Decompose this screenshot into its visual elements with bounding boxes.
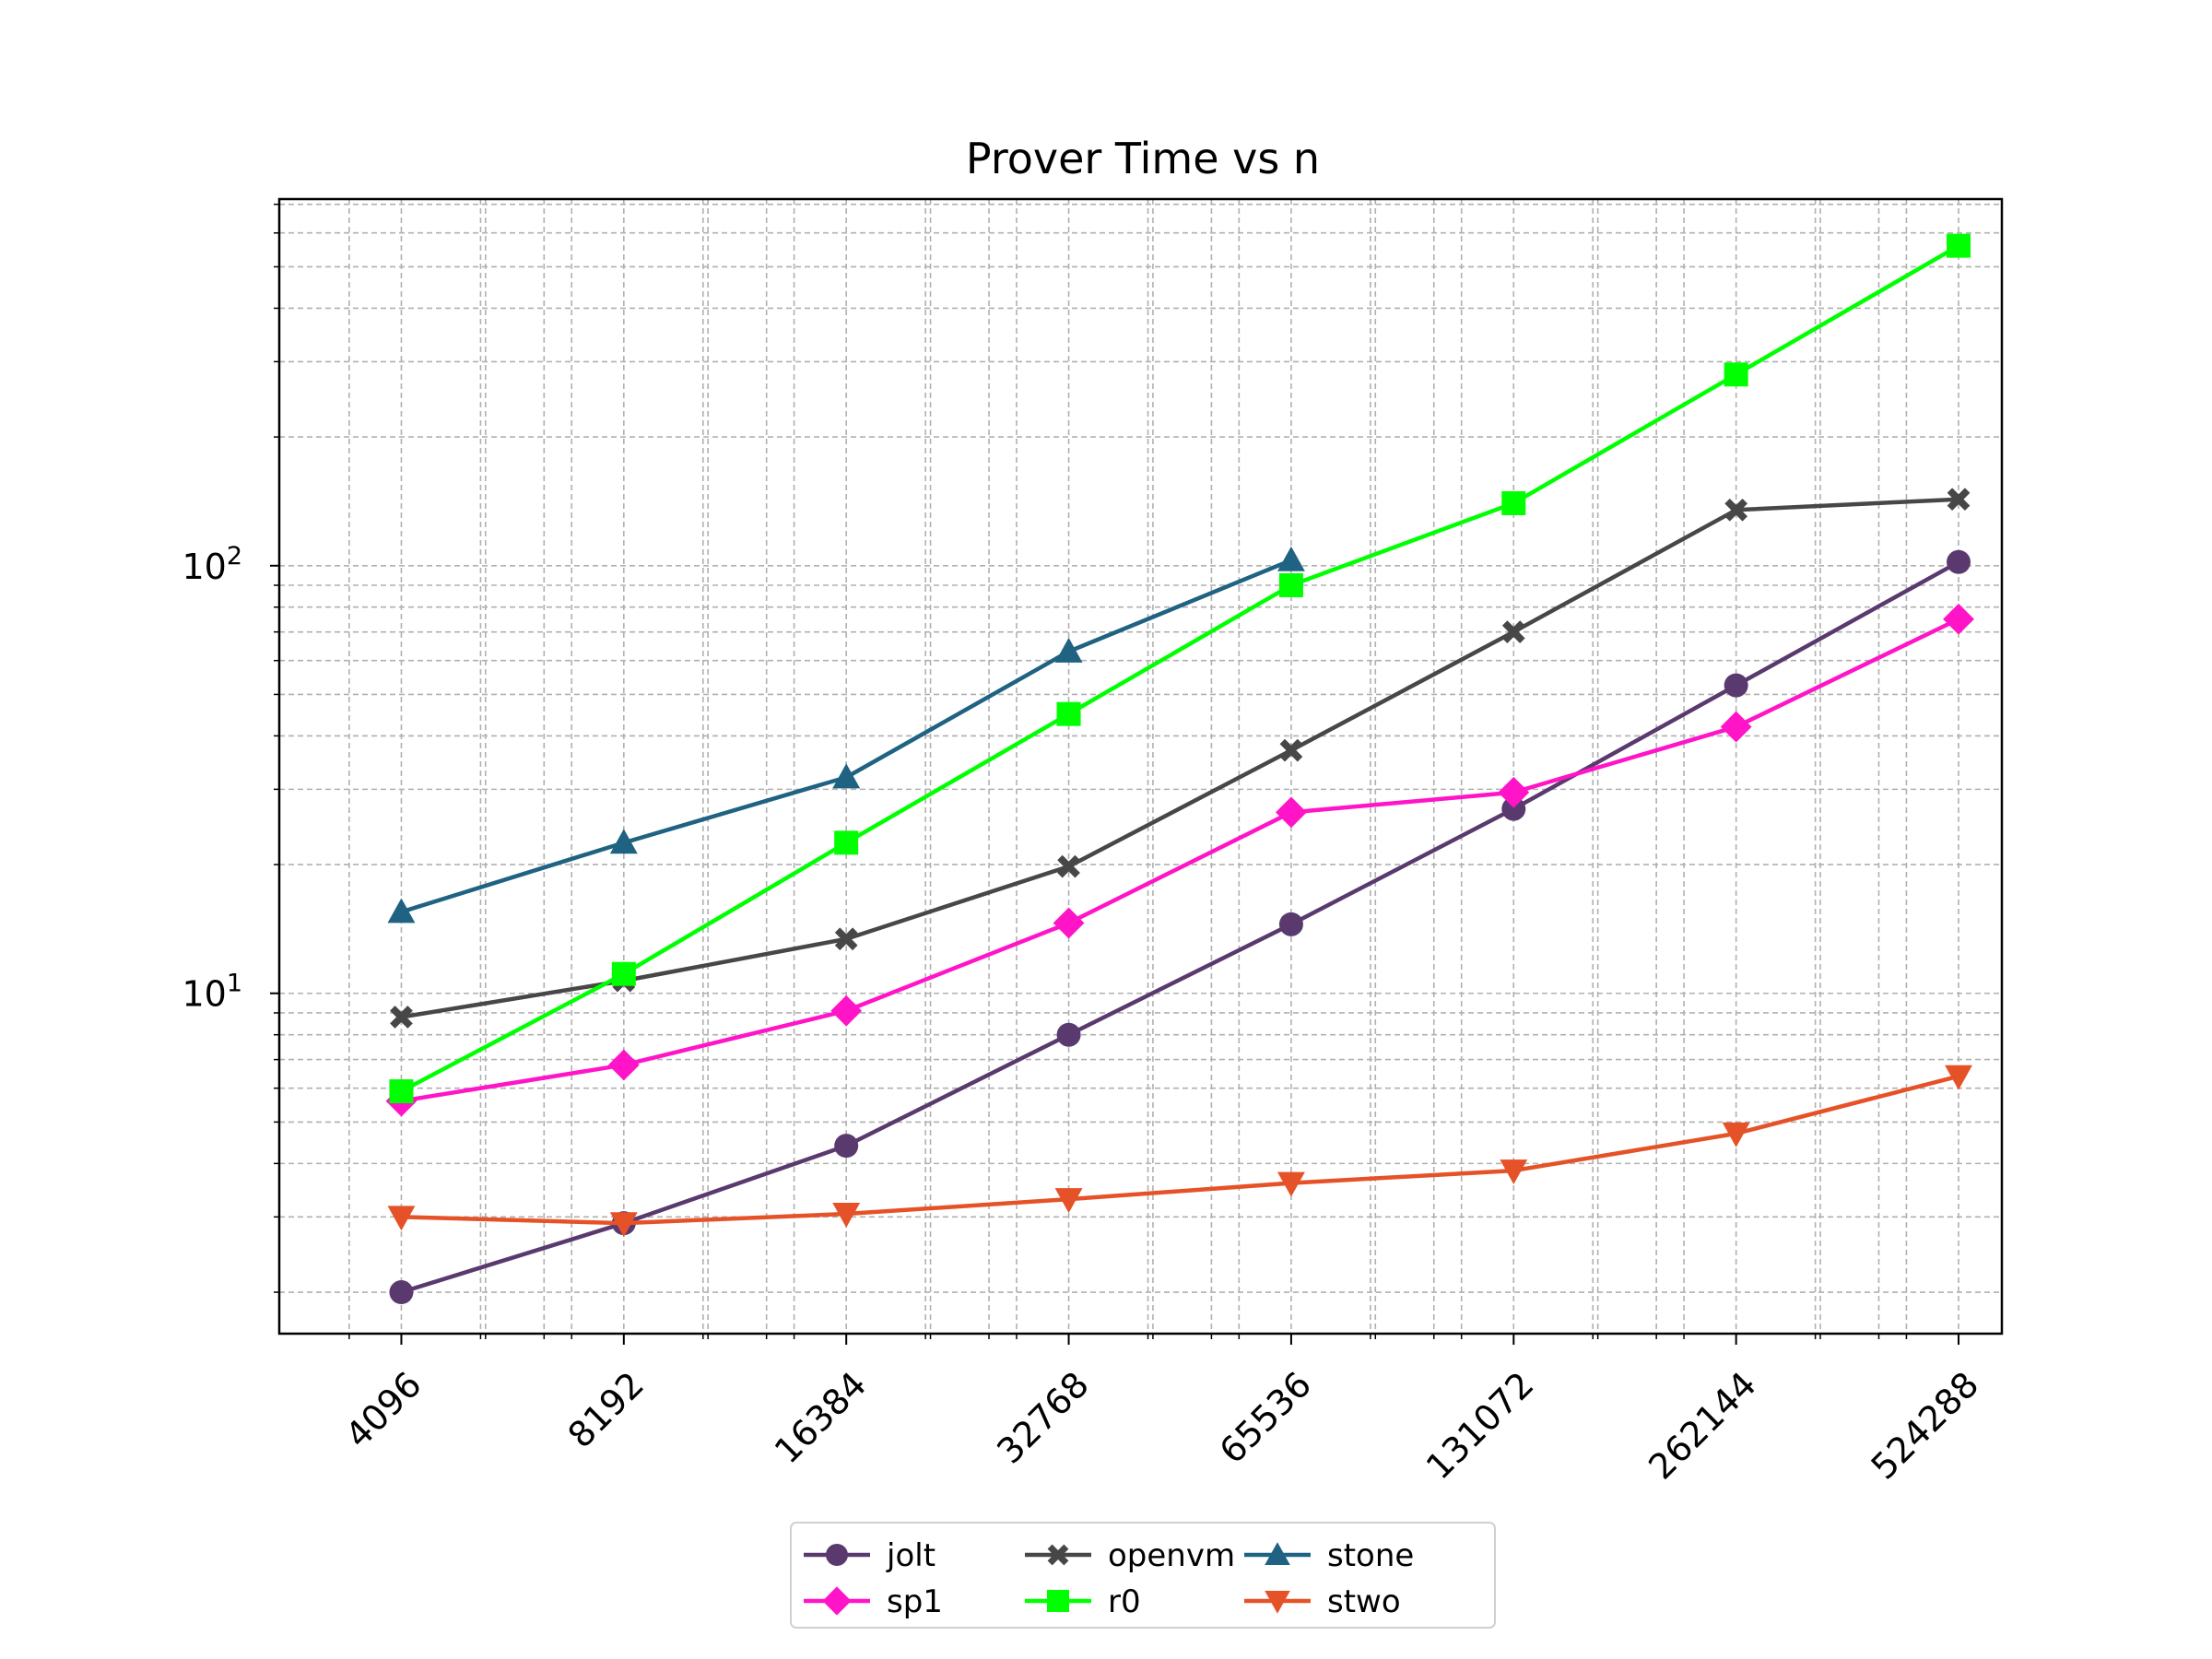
legend-item-r0: r0 <box>1025 1583 1141 1620</box>
legend-label: stone <box>1327 1537 1414 1574</box>
legend-marker <box>1047 1544 1069 1566</box>
data-point-stwo <box>387 1206 416 1231</box>
legend-marker <box>1265 1542 1290 1566</box>
data-point-r0 <box>1501 490 1526 515</box>
series-line-jolt <box>400 559 1960 1295</box>
data-point-openvm <box>1724 498 1748 522</box>
series-stone <box>387 546 1305 924</box>
data-point-stwo <box>1722 1122 1750 1147</box>
data-point-jolt <box>1724 673 1748 698</box>
data-point-stone <box>1054 637 1083 663</box>
legend-label: sp1 <box>887 1583 943 1620</box>
legend-label: stwo <box>1327 1583 1401 1620</box>
data-point-openvm <box>1057 854 1080 878</box>
legend-item-sp1: sp1 <box>804 1583 943 1620</box>
data-point-stone <box>1277 546 1305 571</box>
data-point-jolt <box>1501 796 1526 821</box>
data-point-stwo <box>1277 1171 1305 1197</box>
data-point-r0 <box>1056 701 1081 726</box>
data-point-sp1 <box>607 1049 640 1081</box>
data-point-jolt <box>1056 1022 1081 1047</box>
legend-marker <box>822 1586 852 1616</box>
data-point-stone <box>832 763 861 789</box>
y-tick-label: 102 <box>182 542 242 587</box>
legend-item-jolt: jolt <box>804 1537 935 1574</box>
series-jolt <box>389 549 1971 1305</box>
data-point-jolt <box>834 1134 859 1159</box>
data-point-r0 <box>389 1079 414 1104</box>
data-point-sp1 <box>1943 603 1974 635</box>
data-point-sp1 <box>1720 711 1752 743</box>
data-point-stwo <box>1054 1188 1083 1214</box>
data-point-stone <box>609 829 638 854</box>
data-point-jolt <box>389 1280 414 1305</box>
data-point-r0 <box>834 830 859 855</box>
legend-item-openvm: openvm <box>1025 1537 1235 1574</box>
legend-item-stone: stone <box>1244 1537 1414 1574</box>
data-point-r0 <box>611 961 636 986</box>
legend-marker <box>1265 1590 1290 1614</box>
data-point-sp1 <box>1276 796 1307 829</box>
data-point-r0 <box>1947 233 1971 258</box>
legend: jolt sp1 openvm r0 stone stwo <box>790 1522 1496 1629</box>
data-point-openvm <box>390 1006 413 1029</box>
data-point-sp1 <box>1053 907 1085 939</box>
legend-marker <box>826 1544 848 1566</box>
legend-label: openvm <box>1108 1537 1235 1574</box>
grid <box>270 199 2002 1345</box>
data-point-openvm <box>1947 488 1971 512</box>
series-line-stwo <box>401 1074 1959 1226</box>
legend-label: jolt <box>886 1537 935 1574</box>
series-line-r0 <box>400 243 1960 1094</box>
data-point-stwo <box>832 1203 861 1228</box>
series-r0 <box>389 233 1971 1104</box>
legend-marker <box>1047 1590 1069 1612</box>
legend-label: r0 <box>1108 1583 1141 1620</box>
data-point-r0 <box>1278 573 1303 598</box>
data-point-openvm <box>1279 738 1303 762</box>
data-point-jolt <box>1947 549 1971 574</box>
chart-title: Prover Time vs n <box>966 134 1320 183</box>
series-sp1 <box>385 603 1974 1117</box>
data-point-r0 <box>1724 362 1748 387</box>
series-line-openvm <box>401 497 1959 1019</box>
data-point-stwo <box>609 1212 638 1238</box>
data-point-openvm <box>1501 620 1525 643</box>
data-point-stone <box>387 898 416 924</box>
y-tick-label: 101 <box>182 970 242 1015</box>
data-point-stwo <box>1945 1065 1972 1090</box>
data-point-sp1 <box>1498 776 1530 808</box>
data-point-jolt <box>1278 912 1303 936</box>
data-point-stwo <box>1500 1159 1528 1185</box>
legend-frame <box>790 1522 1496 1629</box>
data-point-openvm <box>834 927 858 951</box>
legend-item-stwo: stwo <box>1244 1583 1401 1620</box>
series-stwo <box>387 1065 1972 1238</box>
series-line-sp1 <box>401 617 1960 1103</box>
data-point-sp1 <box>830 994 863 1027</box>
axes-frame <box>277 197 2004 1335</box>
